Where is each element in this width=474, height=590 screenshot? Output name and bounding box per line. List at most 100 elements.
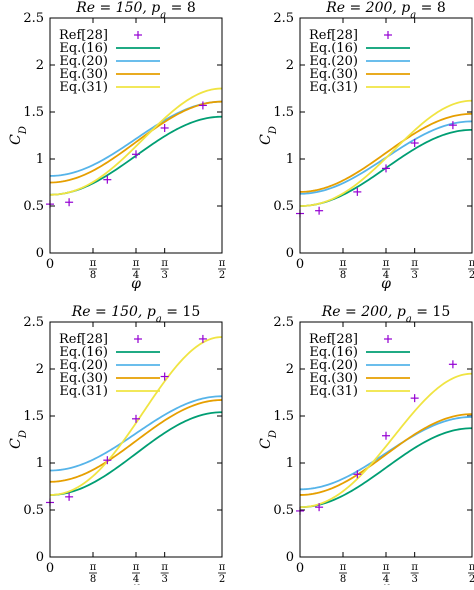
series-line-2 xyxy=(50,395,222,472)
ref-point xyxy=(410,139,419,148)
ref-point xyxy=(160,123,169,132)
x-tick-label-denominator: 8 xyxy=(90,574,96,585)
series-line-3 xyxy=(300,413,472,496)
legend-label: Eq.(20) xyxy=(59,54,108,69)
panel-1: Re = 150, pa = 800.511.522.50 π8π4π3π2φCD… xyxy=(8,0,226,292)
legend: Ref[28]Eq.(16)Eq.(20)Eq.(30)Eq.(31) xyxy=(59,28,160,95)
title-p-subscript: a xyxy=(156,314,162,325)
y-tick-label: 2.5 xyxy=(23,315,44,330)
legend-label: Eq.(16) xyxy=(59,41,108,56)
x-tick-label-numerator: π xyxy=(161,258,168,269)
x-tick-label-denominator: 4 xyxy=(133,574,139,585)
y-axis-label-sub: D xyxy=(18,126,29,135)
y-axis-label: CD xyxy=(8,430,29,449)
legend-label: Eq.(30) xyxy=(59,371,108,386)
ref-point xyxy=(103,456,112,465)
panel-4: Re = 200, pa = 1500.511.522.50π8π4π3π2φC… xyxy=(258,304,474,590)
title-value: = 15 xyxy=(162,304,200,320)
y-tick-label: 2 xyxy=(286,362,294,377)
x-tick-label-numerator: π xyxy=(133,562,140,573)
y-tick-label: 1.5 xyxy=(273,105,294,120)
y-tick-label: 1 xyxy=(286,152,294,167)
y-tick-label: 1.5 xyxy=(23,409,44,424)
legend-label: Eq.(31) xyxy=(59,384,108,399)
ref-point xyxy=(448,360,457,369)
title-p-subscript: a xyxy=(410,10,416,21)
y-tick-label: 1 xyxy=(36,152,44,167)
legend-label: Ref[28] xyxy=(309,28,358,43)
legend-label: Eq.(30) xyxy=(59,67,108,82)
panel-title: Re = 200, pa = 15 xyxy=(321,304,450,325)
y-axis-label-main: C xyxy=(8,438,24,449)
legend: Ref[28]Eq.(16)Eq.(20)Eq.(30)Eq.(31) xyxy=(309,332,410,399)
x-tick-label: 0 xyxy=(46,561,54,576)
title-value: = 8 xyxy=(166,0,196,16)
y-axis-label: CD xyxy=(8,126,29,145)
x-tick-label-numerator: π xyxy=(90,258,97,269)
ref-point xyxy=(410,394,419,403)
panel-2: Re = 200, pa = 800.511.522.50 π8π4π3π2φCD… xyxy=(258,0,474,292)
y-axis-label-main: C xyxy=(8,134,24,145)
x-tick-label-numerator: π xyxy=(383,258,390,269)
series-line-2 xyxy=(50,100,222,177)
y-tick-label: 2.5 xyxy=(273,11,294,26)
x-tick-label-denominator: 3 xyxy=(161,270,167,281)
y-axis-label-sub: D xyxy=(18,430,29,439)
panel-3: Re = 150, pa = 1500.511.522.50π8π4π3π2φC… xyxy=(8,304,226,590)
x-tick-label-numerator: π xyxy=(411,258,418,269)
series-line-4 xyxy=(50,336,222,496)
legend-label: Eq.(20) xyxy=(59,358,108,373)
ref-point xyxy=(103,175,112,184)
x-tick-label-denominator: 8 xyxy=(340,270,346,281)
x-tick-label-numerator: π xyxy=(411,562,418,573)
legend-label: Eq.(20) xyxy=(309,54,358,69)
title-p-subscript: a xyxy=(160,10,166,21)
series-line-3 xyxy=(300,112,472,193)
ref-point xyxy=(448,121,457,130)
x-tick-label: 0 xyxy=(46,257,54,272)
y-axis-label: CD xyxy=(258,430,279,449)
y-tick-label: 0 xyxy=(36,246,44,261)
x-tick-label-denominator: 8 xyxy=(340,574,346,585)
series-line-4 xyxy=(300,99,472,207)
x-axis-label: φ xyxy=(131,580,141,585)
x-tick-label-denominator: 2 xyxy=(219,270,225,281)
title-value: = 8 xyxy=(416,0,446,16)
ref-point xyxy=(65,198,74,207)
x-axis-label: φ xyxy=(381,580,391,585)
y-tick-label: 0.5 xyxy=(23,199,44,214)
series-line-2 xyxy=(300,416,472,491)
plot-frame xyxy=(299,17,473,254)
y-tick-label: 0 xyxy=(286,246,294,261)
legend-label: Eq.(31) xyxy=(309,80,358,95)
series-line-1 xyxy=(300,427,472,509)
x-tick-label-denominator: 4 xyxy=(133,270,139,281)
legend-label: Eq.(16) xyxy=(309,345,358,360)
legend-label: Eq.(20) xyxy=(309,358,358,373)
ref-point xyxy=(353,470,362,479)
x-tick-label-numerator: π xyxy=(340,258,347,269)
legend: Ref[28]Eq.(16)Eq.(20)Eq.(30)Eq.(31) xyxy=(59,332,160,399)
y-axis-label-main: C xyxy=(258,134,274,145)
x-tick-label-numerator: π xyxy=(161,562,168,573)
legend-label: Eq.(16) xyxy=(59,345,108,360)
x-tick-label-denominator: 2 xyxy=(219,574,225,585)
x-tick-label-numerator: π xyxy=(469,562,474,573)
ref-point xyxy=(315,503,324,512)
y-tick-label: 1 xyxy=(36,456,44,471)
x-tick-label-numerator: π xyxy=(219,258,226,269)
legend-label: Ref[28] xyxy=(59,332,108,347)
panel-title: Re = 150, pa = 15 xyxy=(71,304,200,325)
ref-point xyxy=(198,334,207,343)
x-tick-label-denominator: 3 xyxy=(411,270,417,281)
x-tick-label: 0 xyxy=(296,561,304,576)
x-tick-label-denominator: 2 xyxy=(469,270,474,281)
y-tick-label: 1 xyxy=(286,456,294,471)
series-line-3 xyxy=(50,100,222,184)
title-p: p xyxy=(151,0,160,16)
y-tick-label: 0 xyxy=(286,550,294,565)
y-axis-label-sub: D xyxy=(268,126,279,135)
plot-frame xyxy=(299,321,473,558)
ref-point xyxy=(160,372,169,381)
